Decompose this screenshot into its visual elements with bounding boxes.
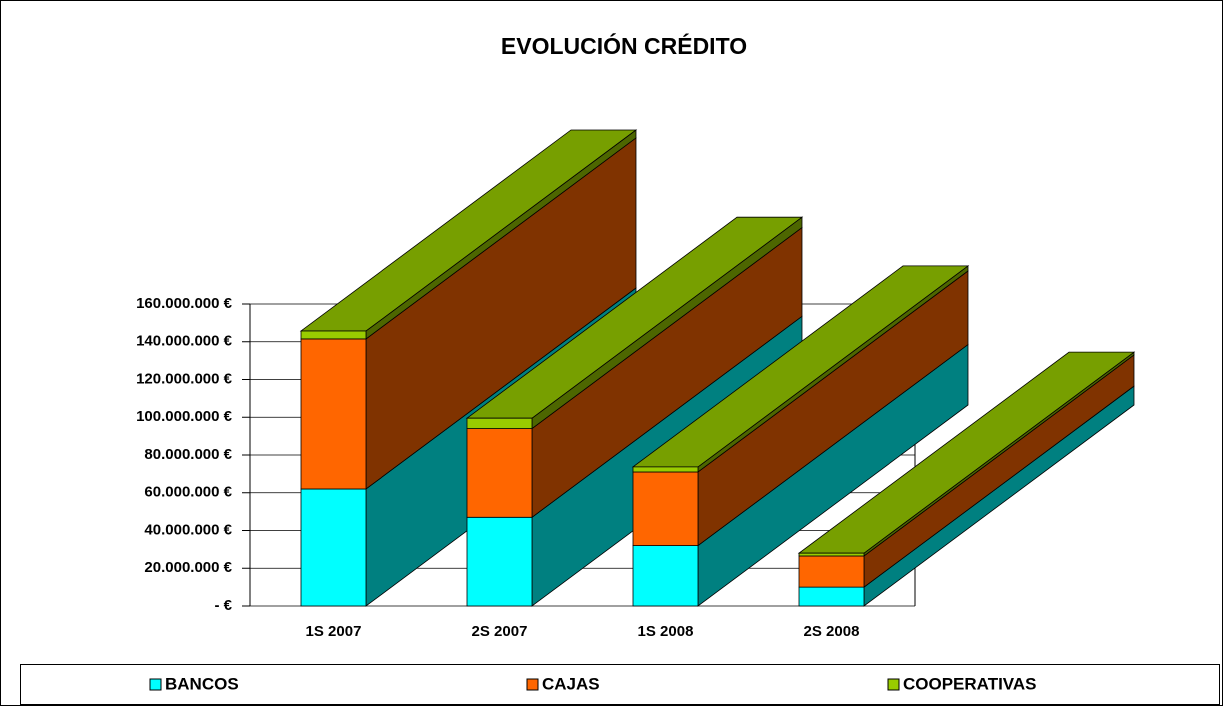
- legend-swatch: [149, 678, 162, 691]
- y-tick-label: - €: [214, 597, 232, 614]
- bar: [798, 586, 865, 607]
- chart-title: EVOLUCIÓN CRÉDITO: [501, 32, 747, 59]
- y-tick-label: 80.000.000 €: [144, 446, 232, 463]
- bar: [632, 545, 699, 607]
- bar: [632, 466, 699, 473]
- bar: [466, 428, 533, 518]
- legend-swatch: [887, 678, 900, 691]
- y-tick-label: 160.000.000 €: [136, 295, 233, 312]
- y-tick-label: 120.000.000 €: [136, 370, 233, 387]
- bar: [798, 552, 865, 557]
- legend-label: BANCOS: [165, 674, 239, 693]
- bar: [798, 555, 865, 588]
- bar: [300, 330, 367, 340]
- legend-box: [20, 664, 1220, 705]
- x-tick-label: 1S 2007: [306, 623, 362, 640]
- x-tick-label: 2S 2008: [804, 623, 860, 640]
- bar: [632, 471, 699, 546]
- bar: [300, 338, 367, 490]
- legend-label: CAJAS: [542, 674, 600, 693]
- x-tick-label: 2S 2007: [472, 623, 528, 640]
- legend-swatch: [526, 678, 539, 691]
- y-tick-label: 60.000.000 €: [144, 484, 232, 501]
- bar: [466, 417, 533, 429]
- bar: [300, 488, 367, 607]
- legend-label: COOPERATIVAS: [903, 674, 1037, 693]
- x-tick-label: 1S 2008: [638, 623, 694, 640]
- y-tick-label: 140.000.000 €: [136, 333, 233, 350]
- y-tick-label: 40.000.000 €: [144, 521, 232, 538]
- y-tick-label: 100.000.000 €: [136, 408, 233, 425]
- bar: [466, 516, 533, 607]
- y-tick-label: 20.000.000 €: [144, 559, 232, 576]
